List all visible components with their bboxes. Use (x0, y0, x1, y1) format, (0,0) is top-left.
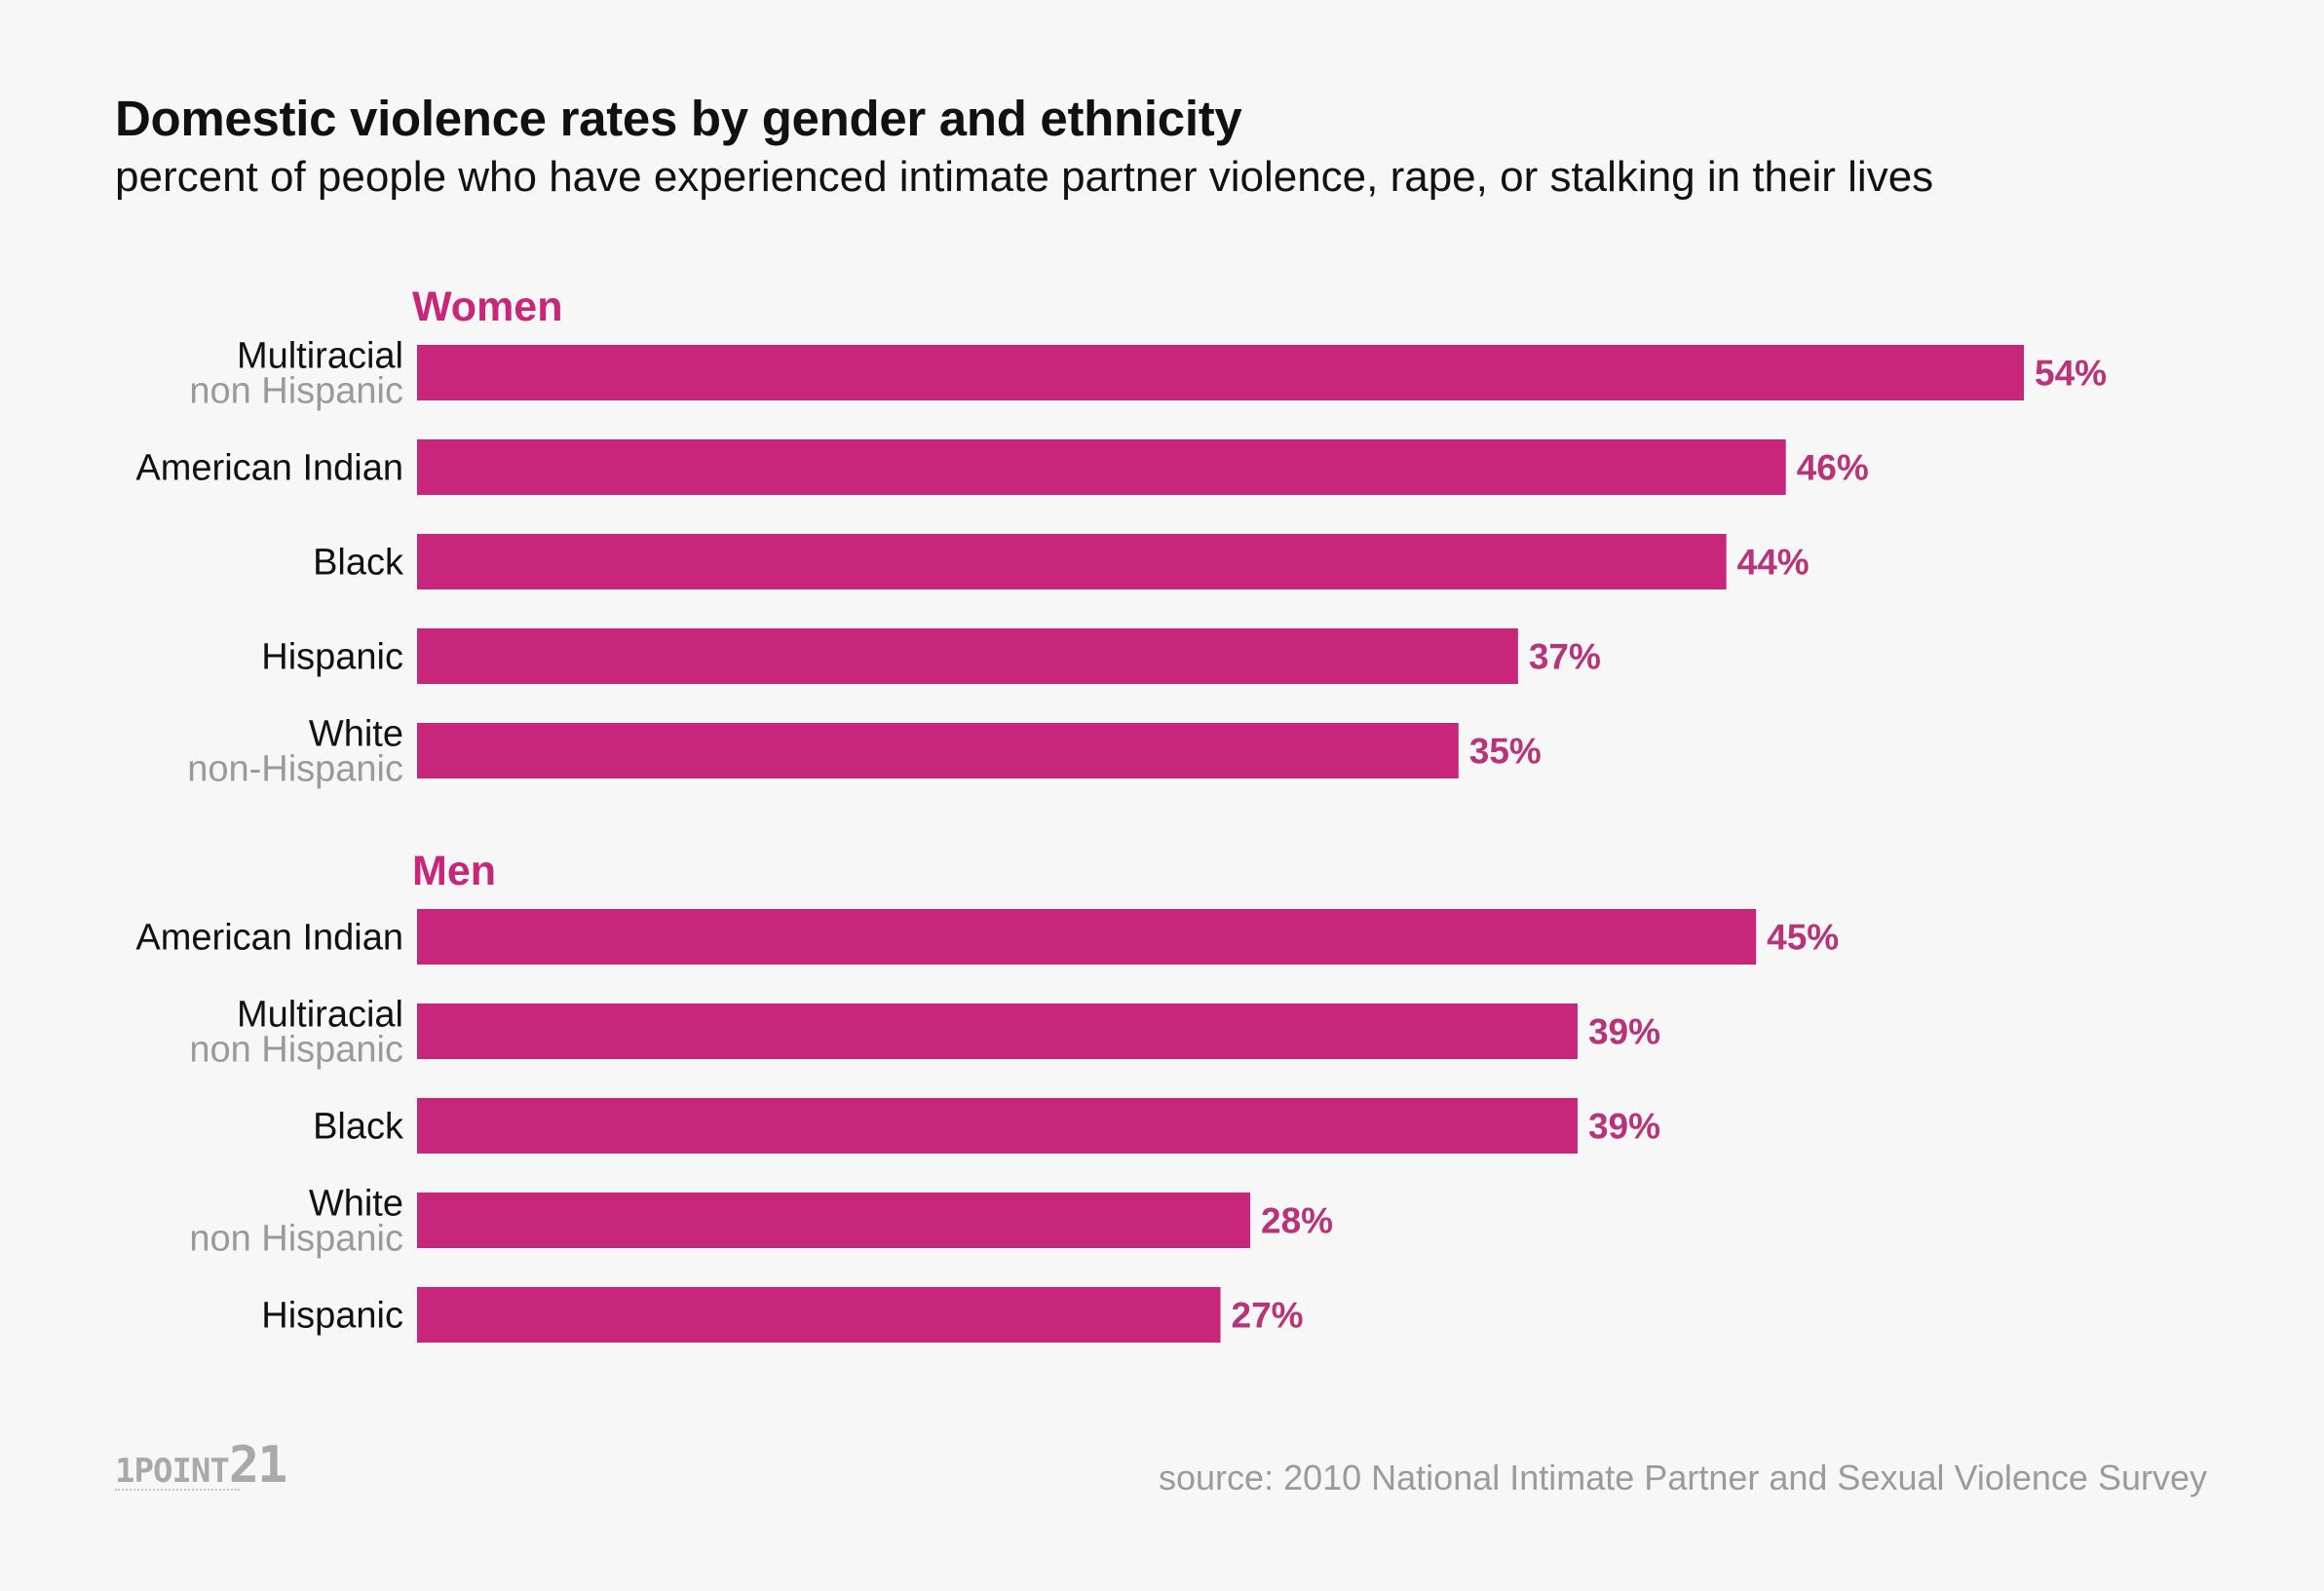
brand-logo: 1POINT21 (115, 1440, 287, 1491)
category-label-men-white: White (309, 1184, 403, 1225)
category-label-men-hispanic: Hispanic (261, 1296, 403, 1337)
category-sublabel-women-multiracial: non Hispanic (189, 371, 403, 412)
source-note: source: 2010 National Intimate Partner a… (1159, 1458, 2207, 1497)
data-label-men-black: 39% (1588, 1107, 1660, 1147)
bar-men-multiracial (417, 1004, 1578, 1059)
data-label-women-multiracial: 54% (2035, 354, 2107, 394)
chart-title: Domestic violence rates by gender and et… (115, 91, 1242, 146)
category-sublabel-women-white: non-Hispanic (187, 749, 403, 790)
category-label-men-multiracial: Multiracial (237, 995, 403, 1036)
logo-text-1point: 1POINT (115, 1452, 230, 1491)
bar-men-american-indian (417, 909, 1757, 965)
data-label-women-hispanic: 37% (1529, 637, 1601, 677)
category-label-men-american-indian: American Indian (135, 918, 403, 959)
category-label-women-multiracial: Multiracial (237, 336, 403, 377)
bar-women-american-indian (417, 439, 1786, 495)
logo-text-21: 21 (228, 1436, 288, 1495)
bar-women-hispanic (417, 628, 1518, 684)
data-label-women-american-indian: 46% (1797, 448, 1869, 488)
bar-men-white (417, 1193, 1251, 1248)
group-label-men: Men (412, 848, 496, 894)
bar-men-hispanic (417, 1287, 1221, 1343)
category-label-women-hispanic: Hispanic (261, 637, 403, 678)
chart-subtitle: percent of people who have experienced i… (115, 153, 1934, 201)
category-label-women-american-indian: American Indian (135, 448, 403, 489)
bar-women-white (417, 723, 1459, 778)
group-label-women: Women (412, 284, 563, 330)
category-sublabel-men-white: non Hispanic (189, 1219, 403, 1260)
category-label-men-black: Black (313, 1107, 404, 1148)
category-label-women-white: White (309, 714, 403, 755)
category-sublabel-men-multiracial: non Hispanic (189, 1030, 403, 1071)
bar-women-black (417, 534, 1727, 589)
data-label-women-white: 35% (1469, 732, 1542, 772)
data-label-men-white: 28% (1261, 1201, 1333, 1241)
data-label-women-black: 44% (1737, 543, 1810, 583)
category-label-women-black: Black (313, 543, 404, 584)
data-label-men-american-indian: 45% (1767, 918, 1839, 958)
bar-men-black (417, 1098, 1578, 1154)
data-label-men-multiracial: 39% (1588, 1012, 1660, 1052)
bar-women-multiracial (417, 345, 2024, 400)
data-label-men-hispanic: 27% (1232, 1296, 1304, 1336)
logo-dotted-underline (115, 1489, 240, 1491)
